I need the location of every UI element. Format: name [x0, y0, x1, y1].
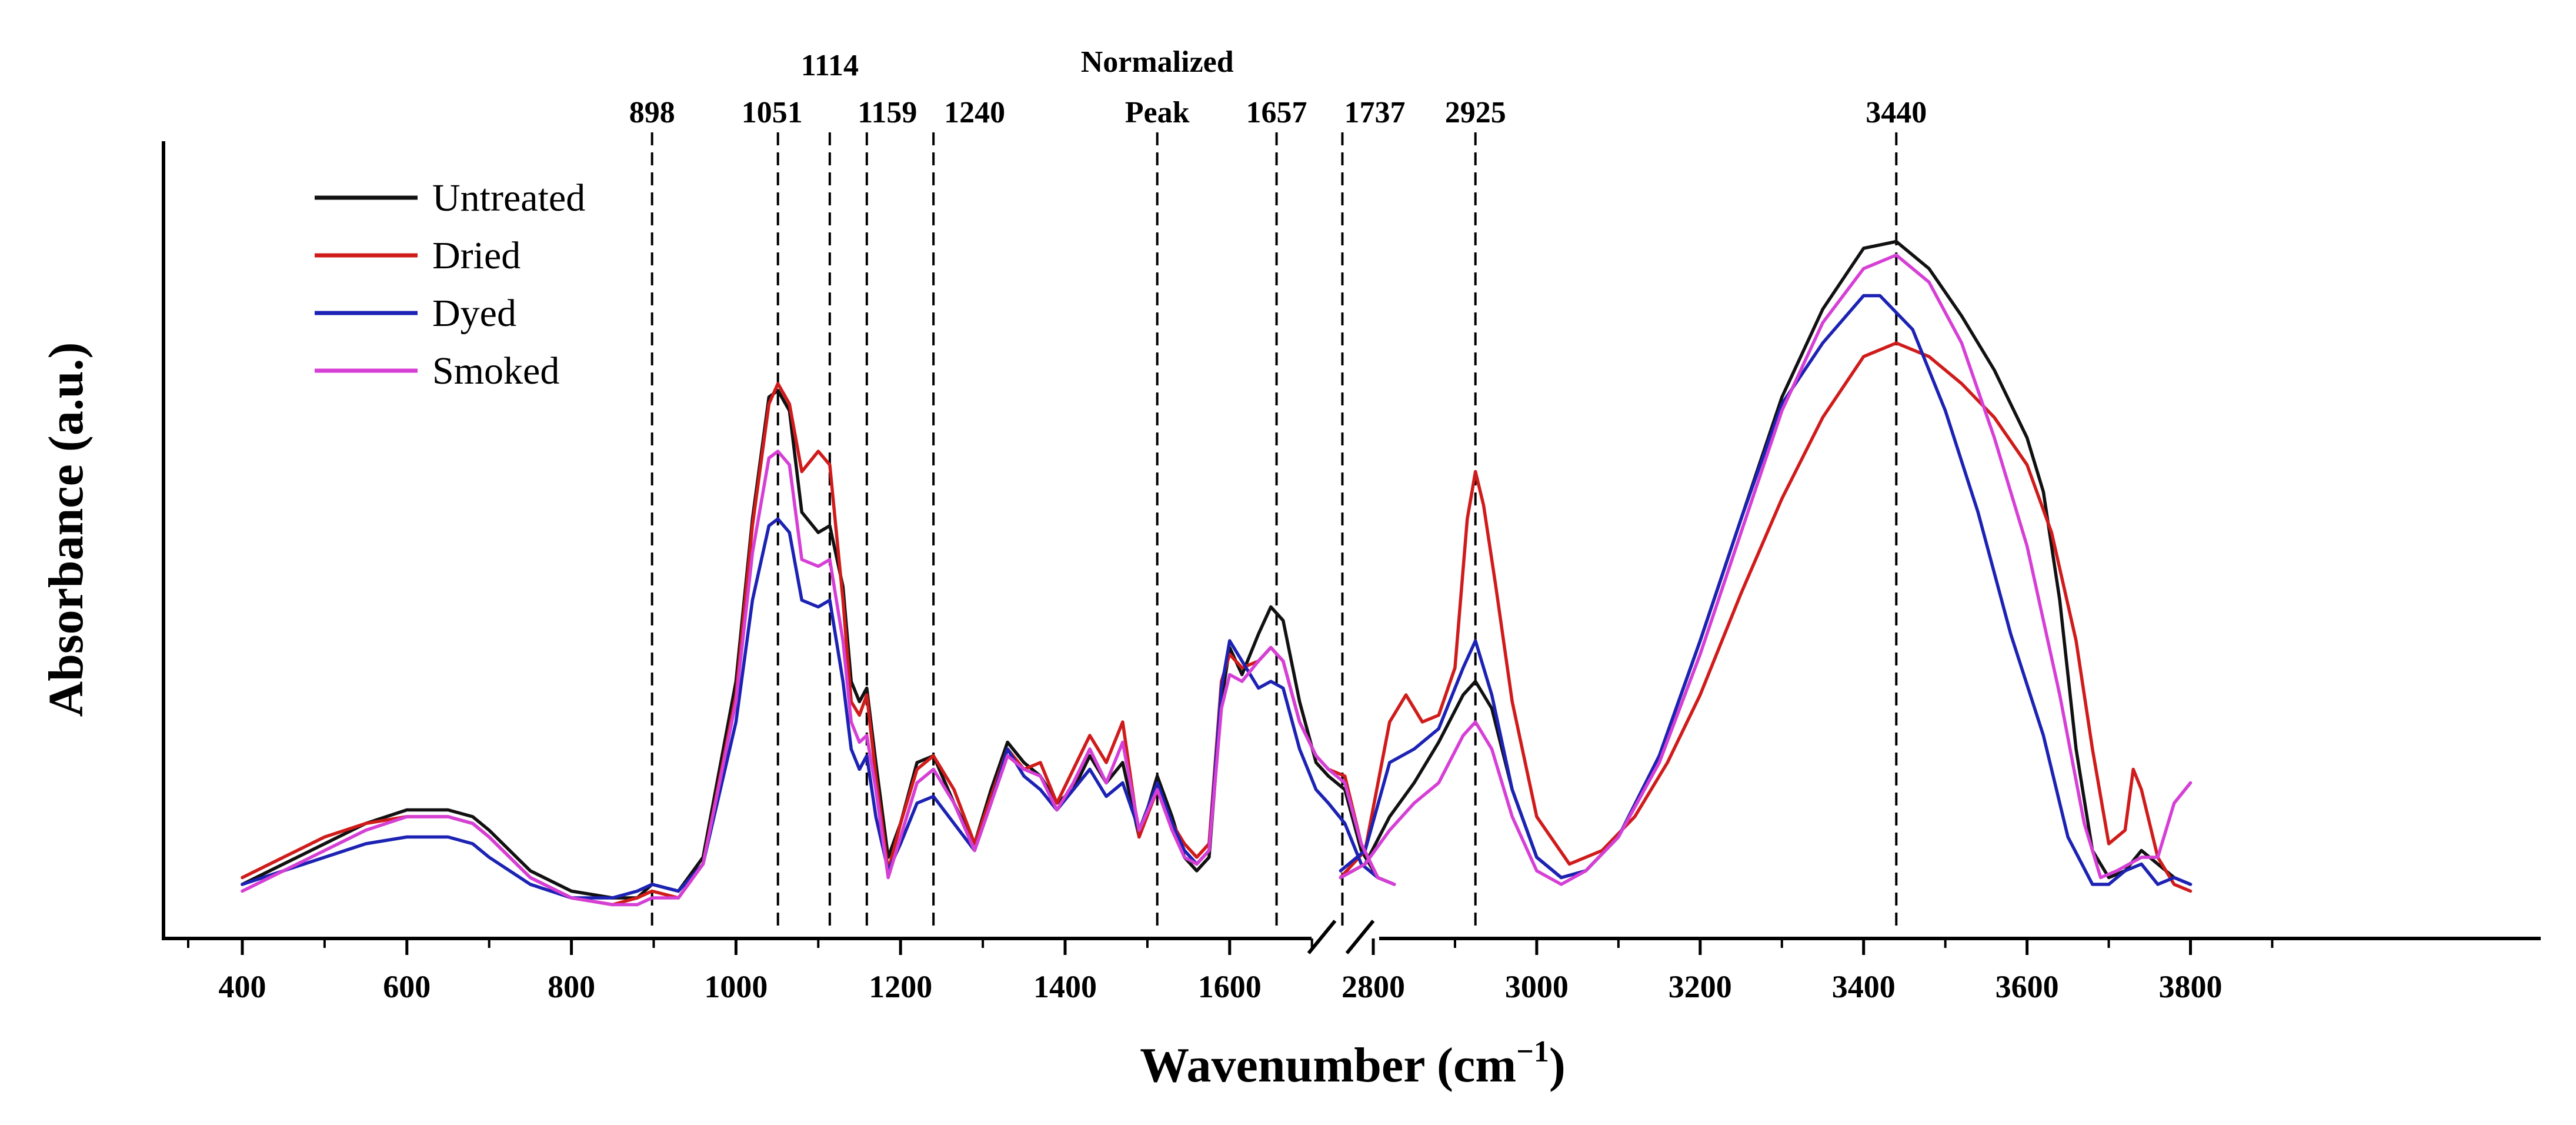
peak-label: 1114: [801, 49, 859, 82]
x-tick-label: 1000: [704, 969, 768, 1004]
series-line-dyed: [241, 517, 1396, 900]
legend-label-dried: Dried: [432, 234, 520, 277]
y-axis-title: Absorbance (a.u.): [39, 342, 94, 717]
x-tick-label: 600: [383, 969, 431, 1004]
series-line-untreated: [241, 388, 1396, 900]
x-tick-label: 3800: [2159, 969, 2223, 1004]
peak-label: 2925: [1445, 96, 1506, 129]
axis-break-mark: [1307, 920, 1337, 954]
series-line-untreated: [1339, 239, 2193, 886]
x-tick-label: 3000: [1505, 969, 1569, 1004]
peak-label: 1159: [857, 96, 917, 129]
x-tick-label: 1200: [869, 969, 932, 1004]
axis-break-mark: [1345, 920, 1375, 954]
peak-label: Normalized: [1081, 45, 1234, 79]
x-tick-label: 3400: [1832, 969, 1896, 1004]
peak-label: 1737: [1344, 96, 1405, 129]
peak-label: Peak: [1125, 96, 1190, 129]
x-tick-label: 800: [548, 969, 595, 1004]
peak-label: 1051: [742, 96, 803, 129]
peak-marker-group: 898 1051 1114 1159 1240 Peak Normalized 1657 173…: [629, 45, 1927, 933]
x-axis-title-close: ): [1549, 1038, 1566, 1093]
x-axis-title: Wavenumber (cm−1): [1140, 1035, 1566, 1093]
x-axis-title-main: Wavenumber (cm: [1140, 1038, 1516, 1093]
x-tick-label: 400: [219, 969, 266, 1004]
series-line-dried: [241, 382, 1396, 907]
series-line-dried: [1339, 341, 2193, 893]
series-group: [241, 239, 2193, 907]
series-line-smoked: [1339, 253, 2193, 886]
x-tick-label: 3200: [1669, 969, 1732, 1004]
x-tick-label: 2800: [1342, 969, 1405, 1004]
x-tick-label: 1400: [1033, 969, 1097, 1004]
x-tick-label: 3600: [1996, 969, 2059, 1004]
legend-label-dyed: Dyed: [432, 292, 516, 335]
peak-label: 1240: [944, 96, 1005, 129]
series-line-smoked: [241, 450, 1396, 907]
x-tick-label: 1600: [1198, 969, 1262, 1004]
legend-label-smoked: Smoked: [432, 350, 559, 392]
peak-label: 1657: [1246, 96, 1307, 129]
peak-label: 3440: [1866, 96, 1927, 129]
legend-label-untreated: Untreated: [432, 177, 585, 219]
peak-label: 898: [629, 96, 675, 129]
x-axis-title-exponent: −1: [1516, 1035, 1549, 1069]
legend: Untreated Dried Dyed Smoked: [315, 177, 585, 392]
series-line-dyed: [1339, 294, 2193, 886]
axes-group: 400 600 800 1000 1200 1400 1600 2800 3000 3200 340…: [162, 141, 2541, 1004]
